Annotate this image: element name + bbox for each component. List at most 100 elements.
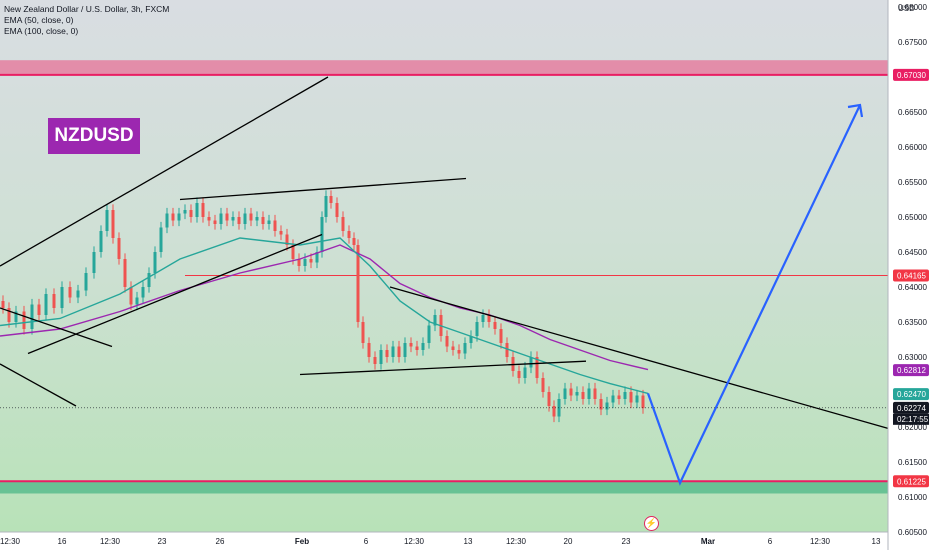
candle-body (159, 227, 163, 252)
x-tick-label: 12:30 (0, 537, 21, 546)
candle-body (356, 245, 360, 322)
candle-body (403, 343, 407, 357)
trendline (179, 177, 467, 201)
candle-body (324, 196, 328, 217)
price-tag-label: 0.64165 (897, 271, 926, 280)
candle-body (433, 315, 437, 326)
candle-body (153, 252, 157, 273)
candle-body (409, 343, 413, 347)
candle-body (44, 294, 48, 315)
candle-body (177, 213, 181, 221)
candle-body (135, 297, 139, 305)
x-tick-label: 13 (872, 537, 881, 546)
trendline (389, 286, 889, 430)
candle-body (581, 392, 585, 399)
x-tick-label: 23 (622, 537, 631, 546)
legend-title: New Zealand Dollar / U.S. Dollar, 3h, FX… (4, 4, 170, 14)
candle-body (421, 343, 425, 350)
candle-body (347, 231, 351, 238)
projection-path (646, 104, 861, 486)
x-tick-label: 6 (768, 537, 773, 546)
y-tick-label: 0.60500 (898, 528, 927, 537)
candle-body (563, 388, 567, 399)
candle-body (7, 308, 11, 322)
price-tag-label: 0.62470 (897, 390, 926, 399)
x-tick-label: 16 (58, 537, 67, 546)
y-tick-label: 0.68000 (898, 3, 927, 12)
candle-body (505, 343, 509, 357)
candle-body (373, 357, 377, 364)
candle-body (629, 392, 633, 403)
candle-body (237, 217, 241, 224)
candle-body (30, 304, 34, 329)
candle-body (552, 406, 556, 417)
x-tick-label: Feb (295, 537, 309, 546)
y-tick-label: 0.62000 (898, 423, 927, 432)
price-tag (893, 388, 929, 401)
countdown-tag (893, 413, 929, 425)
candle-body (535, 357, 539, 378)
candle-body (99, 231, 103, 252)
x-tick-label: 23 (158, 537, 167, 546)
candle-body (249, 213, 253, 221)
candle-body (1, 301, 5, 308)
chart-background (0, 0, 888, 532)
candle-body (147, 273, 151, 287)
candle-body (617, 395, 621, 399)
candle-body (105, 210, 109, 231)
trendline (0, 363, 77, 407)
y-tick-label: 0.67500 (898, 38, 927, 47)
candle-body (84, 273, 88, 291)
legend-ema100: EMA (100, close, 0) (4, 26, 79, 36)
candle-body (141, 287, 145, 298)
candle-body (22, 311, 26, 329)
candle-body (397, 346, 401, 357)
trendline (299, 360, 587, 376)
candle-body (481, 315, 485, 322)
candle-body (213, 220, 217, 224)
candle-body (315, 252, 319, 263)
y-tick-label: 0.64500 (898, 248, 927, 257)
candle-body (587, 388, 591, 399)
candle-body (329, 196, 333, 203)
trendline (0, 76, 329, 267)
support-zone (0, 481, 888, 494)
x-tick-label: Mar (701, 537, 715, 546)
candle-body (475, 322, 479, 336)
price-tag (893, 364, 929, 377)
candle-body (291, 245, 295, 259)
candle-body (76, 290, 80, 298)
candle-body (243, 213, 247, 224)
candle-body (499, 329, 503, 343)
event-bolt-icon[interactable]: ⚡ (644, 516, 659, 531)
candle-body (171, 213, 175, 221)
candle-body (623, 392, 627, 399)
x-tick-label: 12:30 (404, 537, 425, 546)
candle-body (37, 304, 41, 315)
candle-body (635, 395, 639, 403)
candle-body (303, 259, 307, 266)
candle-body (165, 213, 169, 228)
price-tag-label: 0.62274 (897, 404, 926, 413)
candle-body (117, 238, 121, 259)
candle-body (367, 343, 371, 357)
x-tick-label: 13 (464, 537, 473, 546)
candle-body (361, 322, 365, 343)
candle-body (68, 287, 72, 298)
candle-body (219, 213, 223, 224)
x-tick-label: 12:30 (810, 537, 831, 546)
candle-body (575, 392, 579, 396)
candle-body (285, 234, 289, 245)
y-tick-label: 0.66000 (898, 143, 927, 152)
candle-body (352, 238, 356, 245)
candle-body (297, 259, 301, 266)
price-tag-label: 0.67030 (897, 71, 926, 80)
candle-body (123, 259, 127, 287)
y-tick-label: 0.63500 (898, 318, 927, 327)
resistance-zone (0, 60, 888, 75)
price-tag (893, 475, 929, 488)
candle-body (445, 336, 449, 347)
candle-body (517, 371, 521, 378)
